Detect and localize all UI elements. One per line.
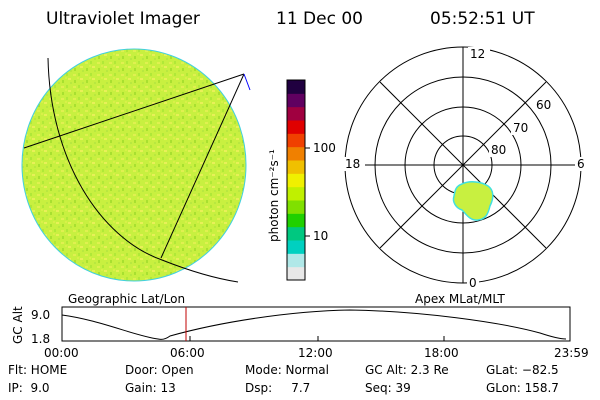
altitude-xtick-1800: 18:00 <box>424 346 459 360</box>
info-dsp: Dsp: 7.7 <box>245 381 311 395</box>
altitude-xtick-0000: 00:00 <box>44 346 79 360</box>
lat-label-bg-60 <box>534 98 554 112</box>
earth-disk <box>21 48 247 282</box>
meridian-line <box>47 57 239 283</box>
lat-label-60: 60 <box>536 98 551 112</box>
colorbar-cell <box>287 80 305 94</box>
info-seq: Seq: 39 <box>365 381 411 395</box>
altitude-curve <box>61 309 567 340</box>
altitude-xtick-2359: 23:59 <box>554 346 589 360</box>
altitude-plot-frame <box>61 306 571 342</box>
sun-direction-marker <box>243 73 251 91</box>
info-glat: GLat: −82.5 <box>486 363 559 377</box>
info-gain: Gain: 13 <box>125 381 176 395</box>
info-glon: GLon: 158.7 <box>486 381 559 395</box>
instrument-title: Ultraviolet Imager <box>46 9 200 29</box>
colorbar-cell <box>287 120 305 134</box>
geographic-label: Geographic Lat/Lon <box>68 292 185 306</box>
colorbar: 100 10 photon cm⁻²s⁻¹ <box>267 79 336 281</box>
colorbar-cell <box>287 146 305 161</box>
altitude-ytick-low: 1.8 <box>31 332 50 346</box>
time-label: 05:52:51 UT <box>430 9 535 29</box>
lat-label-bg-70 <box>511 121 531 135</box>
colorbar-cell <box>287 213 305 228</box>
mlt-label-12: 12 <box>470 47 485 61</box>
mlt-label-18: 18 <box>345 157 360 171</box>
altitude-ylabel: GC Alt <box>11 306 25 344</box>
colorbar-cell <box>287 173 305 188</box>
colorbar-unit-label: photon cm⁻²s⁻¹ <box>267 149 281 242</box>
colorbar-cell <box>287 226 305 241</box>
altitude-xtick-1200: 12:00 <box>298 346 333 360</box>
lat-label-bg-80 <box>489 143 509 157</box>
info-flt: Flt: HOME <box>8 363 68 377</box>
colorbar-cell <box>287 133 305 148</box>
mlt-label-0: 0 <box>469 276 477 290</box>
colorbar-cell <box>287 160 305 174</box>
lat-label-70: 70 <box>513 121 528 135</box>
info-mode: Mode: Normal <box>245 363 329 377</box>
colorbar-tick-label-100: 100 <box>313 141 336 155</box>
terminator-line <box>160 73 245 259</box>
polar-panel: 12 6 0 18 60 70 80 Apex MLat/MLT <box>343 46 589 306</box>
altitude-ytick-high: 9.0 <box>31 308 50 322</box>
colorbar-tick-label-10: 10 <box>313 229 328 243</box>
mlt-diagonal-2 <box>379 81 547 249</box>
colorbar-cell <box>287 106 305 121</box>
colorbar-cell <box>287 266 305 281</box>
colorbar-cell <box>287 253 305 268</box>
colorbar-frame <box>286 79 306 281</box>
colorbar-cell <box>287 200 305 214</box>
colorbar-cell <box>287 93 305 108</box>
altitude-plot: GC Alt 9.0 1.8 00:00 06:00 12:00 18:00 2… <box>11 306 589 360</box>
latitude-line <box>23 73 245 149</box>
info-door: Door: Open <box>125 363 194 377</box>
mlt-label-bg-right <box>575 157 589 171</box>
info-gcalt: GC Alt: 2.3 Re <box>365 363 449 377</box>
lat-label-80: 80 <box>491 143 506 157</box>
altitude-xtick-0600: 06:00 <box>170 346 205 360</box>
date-label: 11 Dec 00 <box>276 9 363 29</box>
auroral-blob <box>452 181 494 221</box>
mlt-label-bg-top <box>468 47 490 61</box>
colorbar-cell <box>287 240 305 254</box>
mlt-label-bg-left <box>343 157 365 171</box>
polar-label: Apex MLat/MLT <box>415 292 505 306</box>
mlt-label-6: 6 <box>577 157 585 171</box>
info-ip: IP: 9.0 <box>8 381 50 395</box>
mlt-label-bg-bottom <box>467 276 479 290</box>
colorbar-cell <box>287 186 305 201</box>
geographic-panel: Geographic Lat/Lon <box>21 48 251 306</box>
